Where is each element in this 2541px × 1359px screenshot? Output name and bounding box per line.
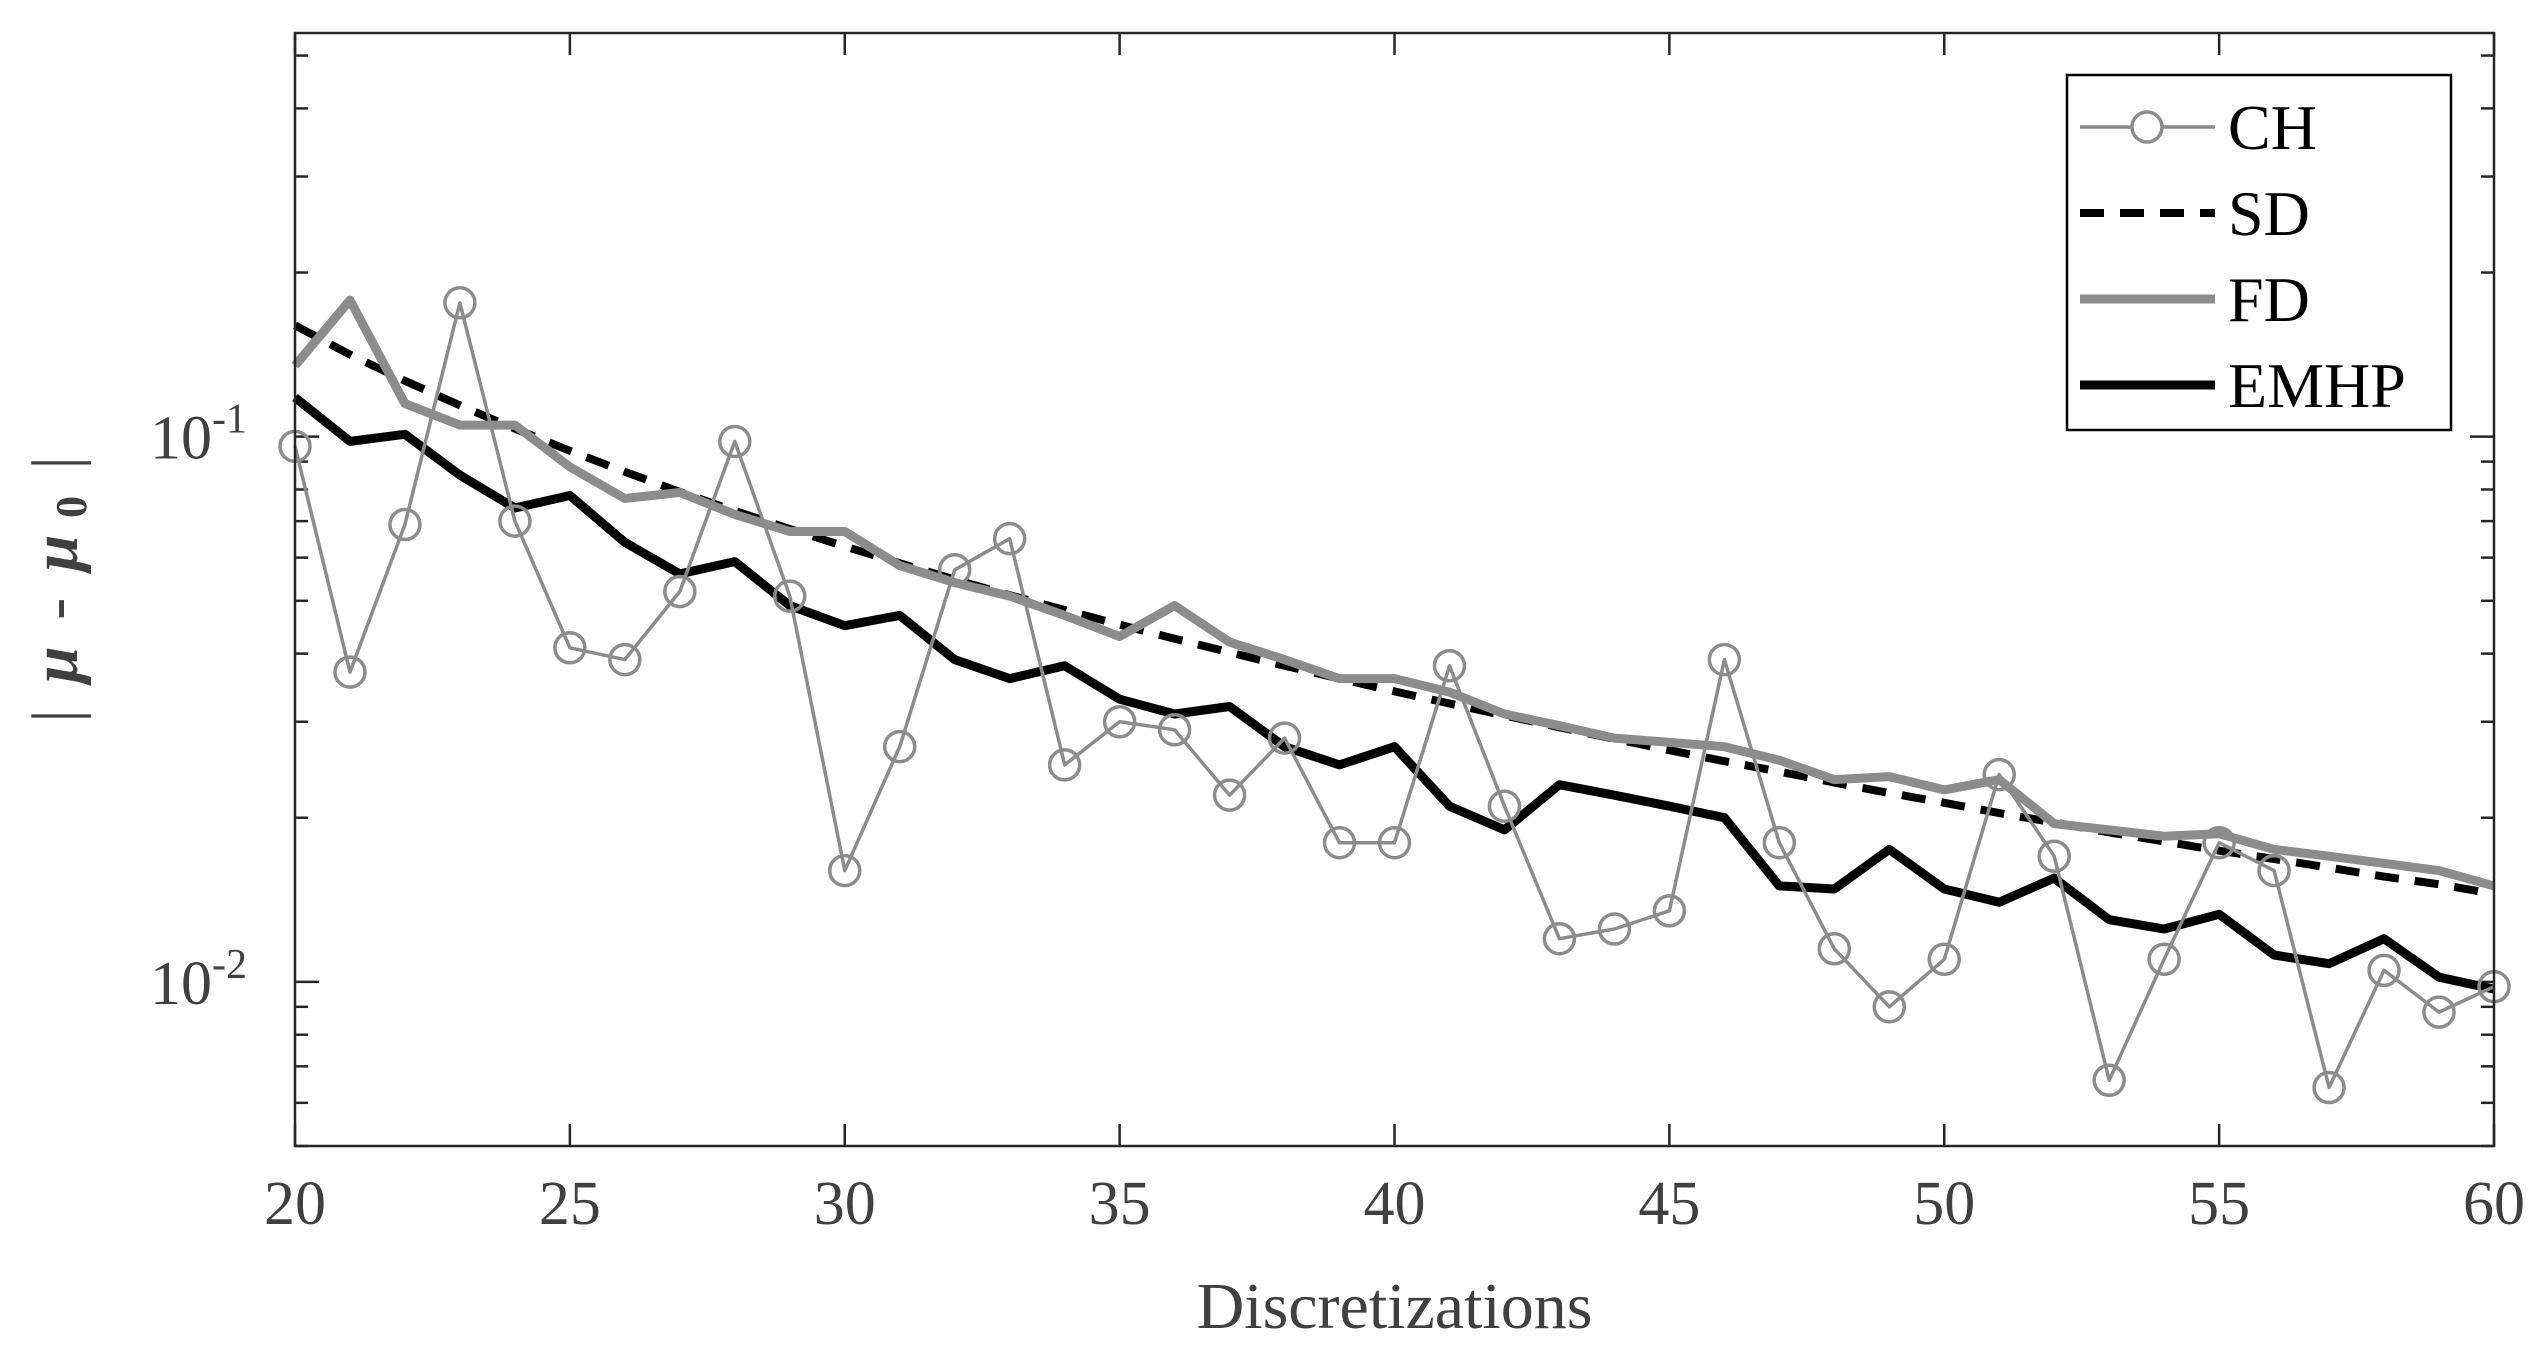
legend-label-ch: CH: [2228, 92, 2317, 163]
y-tick-base: 10: [150, 405, 212, 473]
legend-box: [2065, 73, 2453, 432]
ch-marker: [1267, 721, 1302, 755]
ch-marker: [1102, 704, 1137, 739]
ch-marker: [1872, 990, 1907, 1024]
svg-text:| μ - μ: | μ - μ 0 |: [19, 456, 106, 722]
ch-marker: [553, 631, 587, 665]
y-label-mu0: μ: [19, 535, 92, 575]
ch-marker: [388, 507, 422, 542]
y-tick-exponent: -1: [212, 397, 247, 443]
ch-marker: [773, 579, 807, 613]
y-label-bar-open: |: [19, 709, 92, 722]
ch-marker: [1047, 748, 1082, 782]
legend-label-sd: SD: [2228, 178, 2310, 249]
y-tick-label: 10-1: [150, 397, 247, 473]
x-tick-label: 20: [264, 1170, 326, 1238]
y-tick-base: 10: [150, 950, 212, 1018]
series-line-sd: [293, 321, 2495, 898]
ch-marker: [992, 521, 1027, 556]
x-tick-label: 30: [814, 1170, 876, 1238]
x-tick-label: 25: [539, 1170, 601, 1238]
y-tick-label: 10-2: [150, 942, 247, 1018]
ch-marker: [2147, 942, 2181, 977]
legend-label-emhp: EMHP: [2228, 350, 2406, 421]
x-tick-label: 40: [1364, 1170, 1426, 1238]
ch-marker: [1487, 789, 1522, 823]
ch-marker: [1762, 825, 1797, 860]
ch-marker: [2037, 839, 2071, 873]
y-label-subscript: 0: [47, 496, 96, 518]
ch-marker: [333, 655, 367, 689]
ch-marker: [1377, 825, 1412, 860]
ch-marker: [1707, 642, 1742, 677]
x-tick-label: 50: [1913, 1170, 1975, 1238]
ch-marker: [2422, 995, 2456, 1029]
x-axis-label: Discretizations: [1197, 1270, 1593, 1343]
ch-marker: [1212, 778, 1247, 812]
ch-marker: [1157, 713, 1192, 747]
ch-marker: [2367, 953, 2401, 988]
ch-marker: [1817, 932, 1852, 966]
ch-marker: [718, 424, 752, 459]
y-label-minus: -: [19, 598, 92, 620]
ch-marker: [1652, 894, 1687, 928]
ch-marker: [2202, 825, 2236, 860]
ch-marker: [882, 729, 917, 764]
ch-marker: [1982, 757, 2016, 792]
legend-label-fd: FD: [2228, 264, 2310, 335]
ch-marker: [1927, 942, 1961, 977]
legend: CH SD FD EMHP: [2065, 73, 2453, 432]
series-line-fd: [291, 295, 2496, 891]
legend-marker-ch: [2130, 110, 2164, 144]
ch-marker: [937, 553, 972, 587]
series-line-ch: [293, 301, 2495, 1090]
y-label-mu: μ: [19, 646, 92, 686]
axes-box: [293, 31, 2496, 1148]
ch-marker: [2092, 1063, 2126, 1098]
ch-marker: [2312, 1070, 2346, 1105]
ch-marker: [498, 504, 532, 538]
ch-marker: [1542, 921, 1577, 956]
series-layer: [278, 286, 2511, 1105]
series-line-emhp: [292, 393, 2495, 994]
x-tick-label: 60: [2463, 1170, 2525, 1238]
y-axis-label: | μ - μ 0 |: [19, 456, 106, 722]
ch-marker: [1322, 825, 1357, 860]
ch-marker: [443, 286, 477, 320]
y-tick-exponent: -2: [212, 942, 247, 988]
ch-marker: [608, 642, 642, 677]
y-label-bar-close: |: [19, 456, 92, 469]
x-tick-label: 35: [1089, 1170, 1151, 1238]
x-tick-label: 45: [1638, 1170, 1700, 1238]
ch-marker: [828, 853, 862, 888]
ch-marker: [1432, 649, 1467, 683]
x-tick-label: 55: [2188, 1170, 2250, 1238]
ch-marker: [2257, 853, 2291, 888]
ch-marker: [1597, 912, 1632, 946]
ch-marker: [663, 574, 697, 609]
